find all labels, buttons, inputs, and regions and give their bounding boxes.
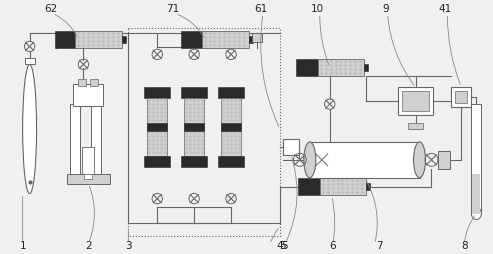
Bar xyxy=(472,174,480,214)
Text: 5: 5 xyxy=(282,240,288,250)
Text: 41: 41 xyxy=(439,4,452,13)
Bar xyxy=(147,123,167,132)
Bar xyxy=(147,99,167,156)
Bar xyxy=(25,59,35,65)
Bar xyxy=(283,139,299,155)
Bar xyxy=(78,80,86,87)
Text: 71: 71 xyxy=(167,4,180,13)
Bar xyxy=(402,92,429,112)
Bar xyxy=(144,88,170,99)
Bar xyxy=(364,65,368,71)
Bar xyxy=(128,28,280,236)
Bar xyxy=(202,32,249,49)
Bar xyxy=(249,37,253,44)
Bar xyxy=(317,60,364,76)
Bar xyxy=(452,88,471,108)
Bar xyxy=(221,99,241,156)
Bar xyxy=(91,105,102,174)
Bar xyxy=(218,88,244,99)
Bar xyxy=(252,33,262,43)
Text: 7: 7 xyxy=(376,240,383,250)
Bar xyxy=(73,85,104,107)
Bar xyxy=(218,156,244,167)
Bar xyxy=(55,32,75,49)
Bar xyxy=(408,123,423,130)
Ellipse shape xyxy=(304,142,316,178)
Text: 6: 6 xyxy=(329,240,336,250)
Bar xyxy=(298,179,319,195)
Bar xyxy=(84,174,92,179)
Bar xyxy=(438,151,451,169)
Ellipse shape xyxy=(23,65,36,194)
Bar xyxy=(70,105,80,174)
Text: 8: 8 xyxy=(461,240,468,250)
Bar xyxy=(310,142,420,178)
Bar xyxy=(366,184,370,190)
Text: 1: 1 xyxy=(19,240,26,250)
Bar xyxy=(221,123,241,132)
Text: 9: 9 xyxy=(382,4,389,13)
Bar xyxy=(319,179,366,195)
Bar xyxy=(75,32,122,49)
Bar xyxy=(122,37,126,44)
Bar xyxy=(90,80,99,87)
Text: 5: 5 xyxy=(280,240,286,250)
Text: 61: 61 xyxy=(254,4,268,13)
Ellipse shape xyxy=(414,142,425,178)
Bar xyxy=(181,88,207,99)
Text: 2: 2 xyxy=(85,240,92,250)
Bar xyxy=(296,60,317,76)
Bar xyxy=(82,147,95,174)
Bar xyxy=(397,88,433,116)
Text: 10: 10 xyxy=(311,4,324,13)
Bar xyxy=(181,156,207,167)
Bar xyxy=(471,105,481,214)
Text: 4: 4 xyxy=(277,240,283,250)
Bar xyxy=(144,156,170,167)
Text: 62: 62 xyxy=(44,4,57,13)
Bar xyxy=(184,99,204,156)
Bar xyxy=(456,92,467,104)
Ellipse shape xyxy=(471,208,481,220)
Bar xyxy=(184,123,204,132)
Bar xyxy=(67,174,110,184)
Text: 3: 3 xyxy=(125,240,132,250)
Bar xyxy=(181,32,202,49)
